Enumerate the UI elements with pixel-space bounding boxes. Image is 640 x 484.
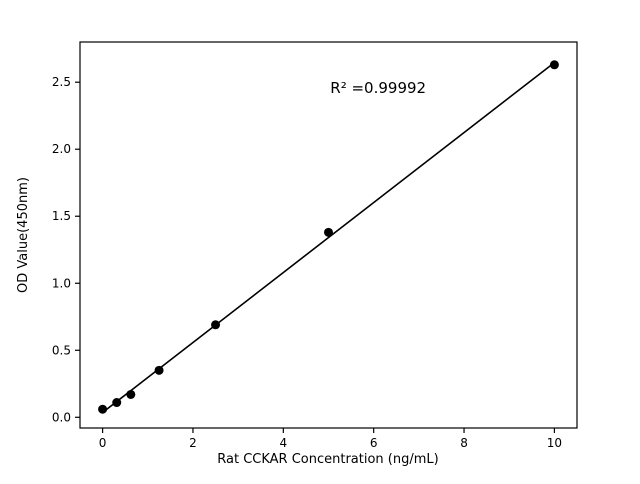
x-tick-label: 10 xyxy=(547,436,562,450)
plot-layer: 0 2 4 6 8 10 0.0 0.5 1.0 1.5 2.0 2.5 xyxy=(52,41,578,450)
axes-box xyxy=(79,41,578,429)
data-point xyxy=(112,398,122,408)
data-point xyxy=(154,365,164,375)
y-tick-label: 2.0 xyxy=(52,142,71,156)
r-squared-annotation: R² =0.99992 xyxy=(330,79,426,97)
y-tick-label: 2.5 xyxy=(52,75,71,89)
data-point xyxy=(549,60,559,70)
y-tick-label: 1.0 xyxy=(52,276,71,290)
x-axis-label: Rat CCKAR Concentration (ng/mL) xyxy=(217,452,438,467)
fit-line xyxy=(102,61,555,414)
y-tick-label: 0.5 xyxy=(52,343,71,357)
data-point xyxy=(211,320,221,330)
data-point xyxy=(98,404,108,414)
y-axis-label: OD Value(450nm) xyxy=(16,177,31,293)
y-tick-label: 0.0 xyxy=(52,410,71,424)
x-tick-label: 0 xyxy=(99,436,107,450)
x-tick-label: 2 xyxy=(189,436,197,450)
x-tick-label: 4 xyxy=(279,436,287,450)
x-tick-label: 8 xyxy=(460,436,468,450)
x-tick-label: 6 xyxy=(370,436,378,450)
y-tick-label: 1.5 xyxy=(52,209,71,223)
data-point xyxy=(324,227,333,237)
data-point xyxy=(126,389,136,399)
